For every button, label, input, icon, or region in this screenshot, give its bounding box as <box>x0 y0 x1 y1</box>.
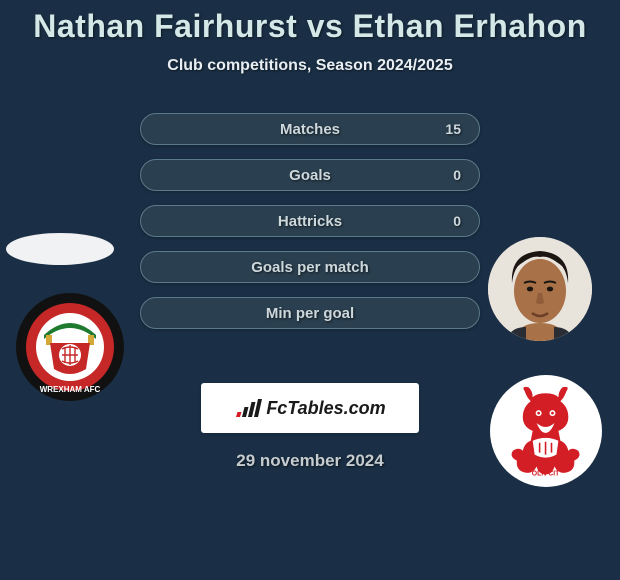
stat-bar-matches: Matches 15 <box>140 113 480 145</box>
stats-area: WREXHAM AFC <box>0 113 620 373</box>
stat-bar-goals-per-match: Goals per match <box>140 251 480 283</box>
svg-text:OLN CIT: OLN CIT <box>532 471 560 477</box>
stat-label: Hattricks <box>278 213 342 230</box>
stat-label: Min per goal <box>266 305 354 322</box>
club-badge-wrexham: WREXHAM AFC <box>14 291 126 403</box>
bars-icon <box>234 397 262 419</box>
comparison-card: Nathan Fairhurst vs Ethan Erhahon Club c… <box>0 0 620 471</box>
stat-label: Goals per match <box>251 259 369 276</box>
stat-label: Goals <box>289 167 331 184</box>
player-placeholder-left <box>6 233 114 265</box>
club-badge-lincoln: OLN CIT <box>490 375 602 487</box>
stat-bar-goals: Goals 0 <box>140 159 480 191</box>
player-avatar-icon <box>488 237 592 341</box>
stat-value-right: 0 <box>453 213 461 229</box>
branding-text: FcTables.com <box>266 398 385 419</box>
page-title: Nathan Fairhurst vs Ethan Erhahon <box>0 8 620 45</box>
wrexham-crest-icon: WREXHAM AFC <box>14 291 126 403</box>
svg-text:WREXHAM AFC: WREXHAM AFC <box>40 385 101 394</box>
player-photo-right <box>488 237 592 341</box>
stat-value-right: 0 <box>453 167 461 183</box>
lincoln-imp-icon: OLN CIT <box>503 385 588 477</box>
stat-bar-hattricks: Hattricks 0 <box>140 205 480 237</box>
stat-bar-min-per-goal: Min per goal <box>140 297 480 329</box>
fctables-branding: FcTables.com <box>201 383 419 433</box>
subtitle: Club competitions, Season 2024/2025 <box>0 57 620 75</box>
stat-value-right: 15 <box>445 121 461 137</box>
stat-label: Matches <box>280 121 340 138</box>
